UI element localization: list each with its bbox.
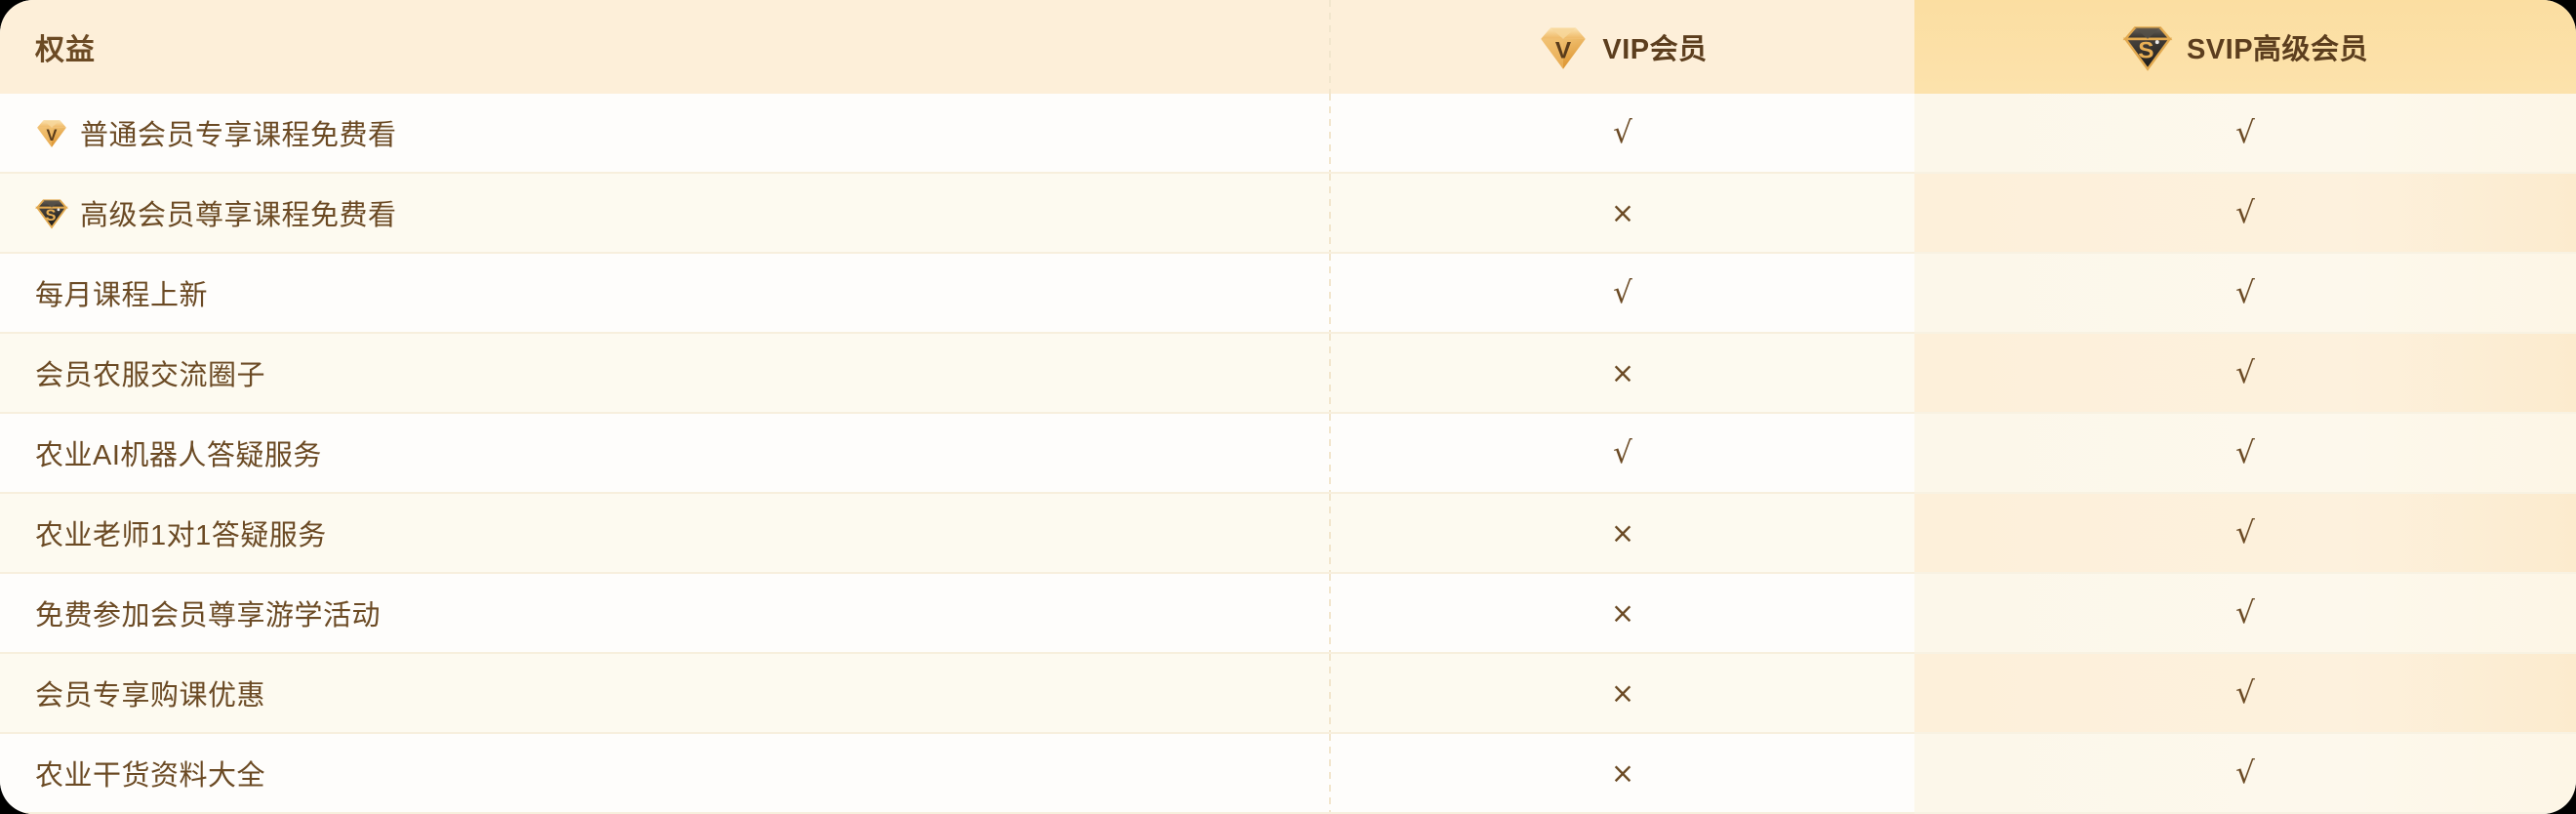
svg-text:S: S — [45, 207, 56, 224]
check-icon: √ — [2235, 354, 2255, 390]
check-icon: √ — [2235, 274, 2255, 310]
cross-icon: × — [1610, 675, 1635, 710]
svip-mark-cell: √ — [1914, 494, 2576, 574]
benefit-label: 每月课程上新 — [35, 280, 209, 311]
benefit-cell: 免费参加会员尊享游学活动 — [0, 574, 1331, 654]
table-row: V 普通会员专享课程免费看 √ √ — [0, 94, 2576, 174]
cross-icon: × — [1610, 195, 1635, 229]
table-row: 会员专享购课优惠 × √ — [0, 654, 2576, 734]
check-icon: √ — [1613, 274, 1632, 310]
benefit-label: 农业干货资料大全 — [35, 760, 266, 792]
check-icon: √ — [2235, 194, 2255, 230]
benefit-label: 会员农服交流圈子 — [35, 360, 266, 391]
benefit-cell: 农业干货资料大全 — [0, 734, 1331, 814]
svip-mark-cell: √ — [1914, 254, 2576, 334]
svip-mark-cell: √ — [1914, 94, 2576, 174]
check-icon: √ — [1613, 114, 1632, 150]
cross-icon: × — [1610, 515, 1635, 549]
svip-mark-cell: √ — [1914, 574, 2576, 654]
header-cell-vip[interactable]: V VIP会员 — [1331, 0, 1914, 94]
benefit-label: 农业老师1对1答疑服务 — [35, 520, 327, 551]
vip-mark-cell: √ — [1331, 414, 1914, 494]
check-icon: √ — [2235, 114, 2255, 150]
vip-diamond-icon: V — [1538, 21, 1589, 72]
vip-mark-cell: × — [1331, 494, 1914, 574]
benefit-label: 免费参加会员尊享游学活动 — [35, 600, 382, 631]
svip-mark-cell: √ — [1914, 334, 2576, 414]
table-row: 免费参加会员尊享游学活动 × √ — [0, 574, 2576, 654]
benefit-label: 农业AI机器人答疑服务 — [35, 440, 322, 471]
svip-diamond-icon: S — [2122, 21, 2173, 72]
svip-mark-cell: √ — [1914, 734, 2576, 814]
check-icon: √ — [2235, 754, 2255, 791]
benefit-cell: 每月课程上新 — [0, 254, 1331, 334]
check-icon: √ — [2235, 594, 2255, 631]
vip-mark-cell: √ — [1331, 254, 1914, 334]
table-row: 农业老师1对1答疑服务 × √ — [0, 494, 2576, 574]
tier-label-vip: VIP会员 — [1602, 34, 1708, 65]
table-row: 会员农服交流圈子 × √ — [0, 334, 2576, 414]
svip-mark-cell: √ — [1914, 654, 2576, 734]
benefit-label: 普通会员专享课程免费看 — [80, 120, 397, 151]
svg-text:V: V — [47, 127, 58, 144]
cross-icon: × — [1610, 355, 1635, 389]
benefit-cell: 会员农服交流圈子 — [0, 334, 1331, 414]
svip-diamond-icon: S — [35, 196, 68, 229]
svg-text:S: S — [2138, 37, 2153, 63]
table-row: 每月课程上新 √ √ — [0, 254, 2576, 334]
table-row: 农业AI机器人答疑服务 √ √ — [0, 414, 2576, 494]
benefit-label: 会员专享购课优惠 — [35, 680, 266, 712]
table-row: 农业干货资料大全 × √ — [0, 734, 2576, 814]
vip-diamond-icon: V — [35, 116, 68, 149]
header-cell-benefit: 权益 — [0, 0, 1331, 94]
benefit-label: 高级会员尊享课程免费看 — [80, 200, 397, 231]
check-icon: √ — [2235, 434, 2255, 470]
check-icon: √ — [2235, 674, 2255, 711]
vip-mark-cell: × — [1331, 174, 1914, 254]
vip-mark-cell: × — [1331, 334, 1914, 414]
benefit-cell: V 普通会员专享课程免费看 — [0, 94, 1331, 174]
table-row: S 高级会员尊享课程免费看 × √ — [0, 174, 2576, 254]
benefit-cell: 会员专享购课优惠 — [0, 654, 1331, 734]
benefit-cell: 农业老师1对1答疑服务 — [0, 494, 1331, 574]
check-icon: √ — [1613, 434, 1632, 470]
cross-icon: × — [1610, 595, 1635, 630]
cross-icon: × — [1610, 755, 1635, 790]
vip-mark-cell: × — [1331, 574, 1914, 654]
table-body: V 普通会员专享课程免费看 √ √ — [0, 94, 2576, 814]
svip-mark-cell: √ — [1914, 414, 2576, 494]
benefit-cell: S 高级会员尊享课程免费看 — [0, 174, 1331, 254]
svip-mark-cell: √ — [1914, 174, 2576, 254]
check-icon: √ — [2235, 514, 2255, 550]
vip-mark-cell: × — [1331, 734, 1914, 814]
benefit-cell: 农业AI机器人答疑服务 — [0, 414, 1331, 494]
tier-label-svip: SVIP高级会员 — [2186, 34, 2369, 65]
vip-mark-cell: × — [1331, 654, 1914, 734]
vip-mark-cell: √ — [1331, 94, 1914, 174]
header-cell-svip[interactable]: S SVIP高级会员 — [1914, 0, 2576, 94]
table-header-row: 权益 — [0, 0, 2576, 94]
page-title: 权益 — [35, 34, 96, 66]
svg-text:V: V — [1555, 37, 1572, 63]
